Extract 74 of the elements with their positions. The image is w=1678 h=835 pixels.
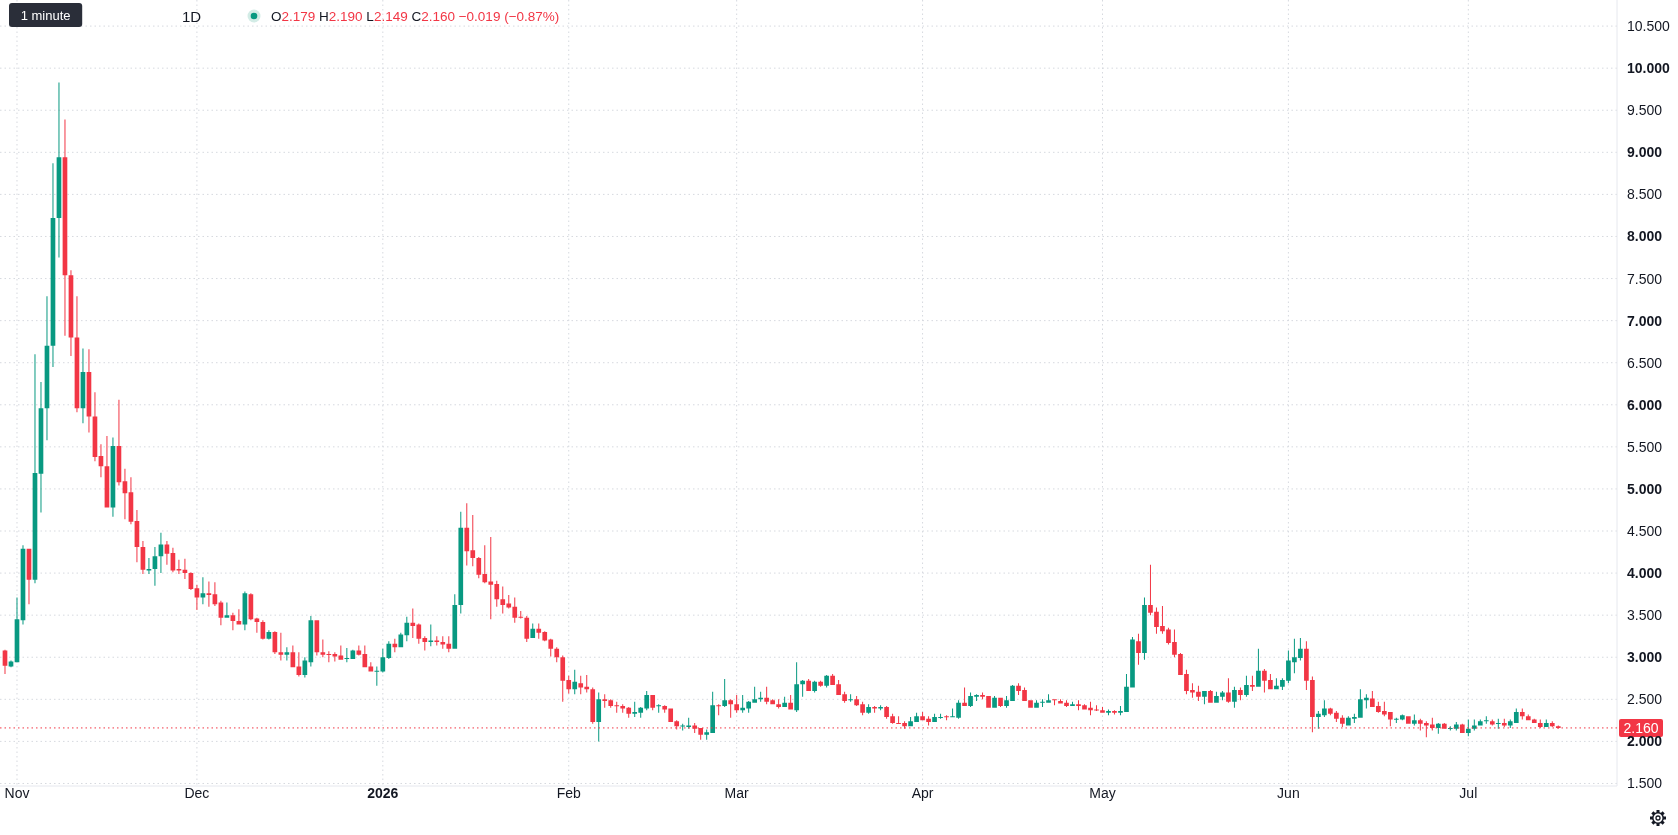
- candlestick: [734, 695, 739, 713]
- candlestick: [434, 636, 440, 646]
- x-tick-label: Dec: [184, 785, 210, 801]
- candlestick: [1250, 675, 1255, 691]
- candlestick: [848, 694, 853, 702]
- candlestick: [656, 704, 662, 713]
- candlestick: [1226, 678, 1231, 703]
- candlestick: [794, 662, 799, 712]
- candlestick: [1136, 633, 1141, 665]
- text: O2.179 H2.190 L2.149 C2.160 −0.019 (−0.87%): [271, 8, 560, 24]
- x-tick-label: Apr: [911, 785, 934, 801]
- y-tick-label: 9.500: [1627, 102, 1663, 119]
- y-tick-label: 5.500: [1627, 438, 1663, 455]
- y-tick-label: 6.000: [1627, 396, 1663, 413]
- y-tick-label: 3.000: [1627, 649, 1663, 666]
- candlestick: [428, 624, 434, 647]
- candlestick: [1406, 716, 1411, 724]
- text: 1D: [182, 7, 202, 25]
- candlestick: [776, 699, 781, 709]
- y-tick-label: 5.000: [1627, 480, 1663, 497]
- y-tick-label: 8.500: [1627, 186, 1663, 203]
- candlestick: [1489, 719, 1495, 726]
- y-tick-label: 6.500: [1627, 354, 1663, 371]
- candlestick: [650, 695, 656, 711]
- candlestick: [1052, 699, 1057, 706]
- candlestick: [1106, 709, 1111, 716]
- candlestick: [1232, 686, 1237, 708]
- ref-line-label: 2.160: [1623, 719, 1659, 736]
- y-tick-label: 3.500: [1627, 607, 1663, 624]
- x-tick-label: Feb: [556, 785, 582, 801]
- candlestick: [1070, 701, 1075, 707]
- candlestick: [1244, 675, 1249, 697]
- x-tick-label: Jul: [1459, 785, 1478, 801]
- candlestick: [872, 706, 877, 713]
- y-tick-label: 7.000: [1627, 312, 1663, 329]
- candlestick: [944, 715, 949, 721]
- candlestick: [722, 679, 727, 707]
- candlestick: [1483, 716, 1489, 724]
- y-tick-label: 10.500: [1627, 18, 1671, 35]
- candlestick: [146, 557, 152, 574]
- candlestick: [596, 692, 602, 742]
- candlestick: [1112, 710, 1117, 715]
- y-tick-label: 8.000: [1627, 228, 1663, 245]
- candlestick: [1202, 690, 1207, 705]
- candlestick: [728, 699, 733, 718]
- x-tick-label: Nov: [4, 785, 30, 801]
- candlestick: [1495, 718, 1501, 729]
- y-tick-label: 4.000: [1627, 565, 1663, 582]
- candlestick: [368, 662, 374, 672]
- x-tick-label: Jun: [1277, 785, 1300, 801]
- y-tick-label: 9.000: [1627, 144, 1663, 161]
- y-tick-label: 4.500: [1627, 523, 1663, 540]
- candlestick: [1256, 648, 1261, 687]
- y-tick-label: 7.500: [1627, 270, 1663, 287]
- candlestick: [1208, 690, 1213, 703]
- candlestick: [1412, 714, 1417, 726]
- candlestick: [1100, 706, 1105, 713]
- candlestick: [320, 639, 326, 658]
- y-tick-label: 2.000: [1627, 733, 1663, 750]
- y-tick-label: 10.000: [1627, 60, 1671, 77]
- candlestick: [866, 704, 871, 714]
- x-tick-label: May: [1089, 785, 1116, 801]
- candlestick: [284, 647, 290, 661]
- candlestick: [716, 704, 722, 716]
- candlestick: [176, 559, 182, 574]
- candlestick: [206, 581, 212, 607]
- x-tick-label: 2026: [367, 785, 399, 801]
- candlestick: [878, 705, 883, 711]
- annotation: 1 minute: [20, 7, 71, 23]
- y-tick-label: 2.500: [1627, 691, 1663, 708]
- x-tick-label: Mar: [724, 785, 750, 801]
- candlestick: [1034, 700, 1039, 708]
- y-tick-label: 1.500: [1627, 775, 1663, 792]
- candlestick: [278, 632, 284, 661]
